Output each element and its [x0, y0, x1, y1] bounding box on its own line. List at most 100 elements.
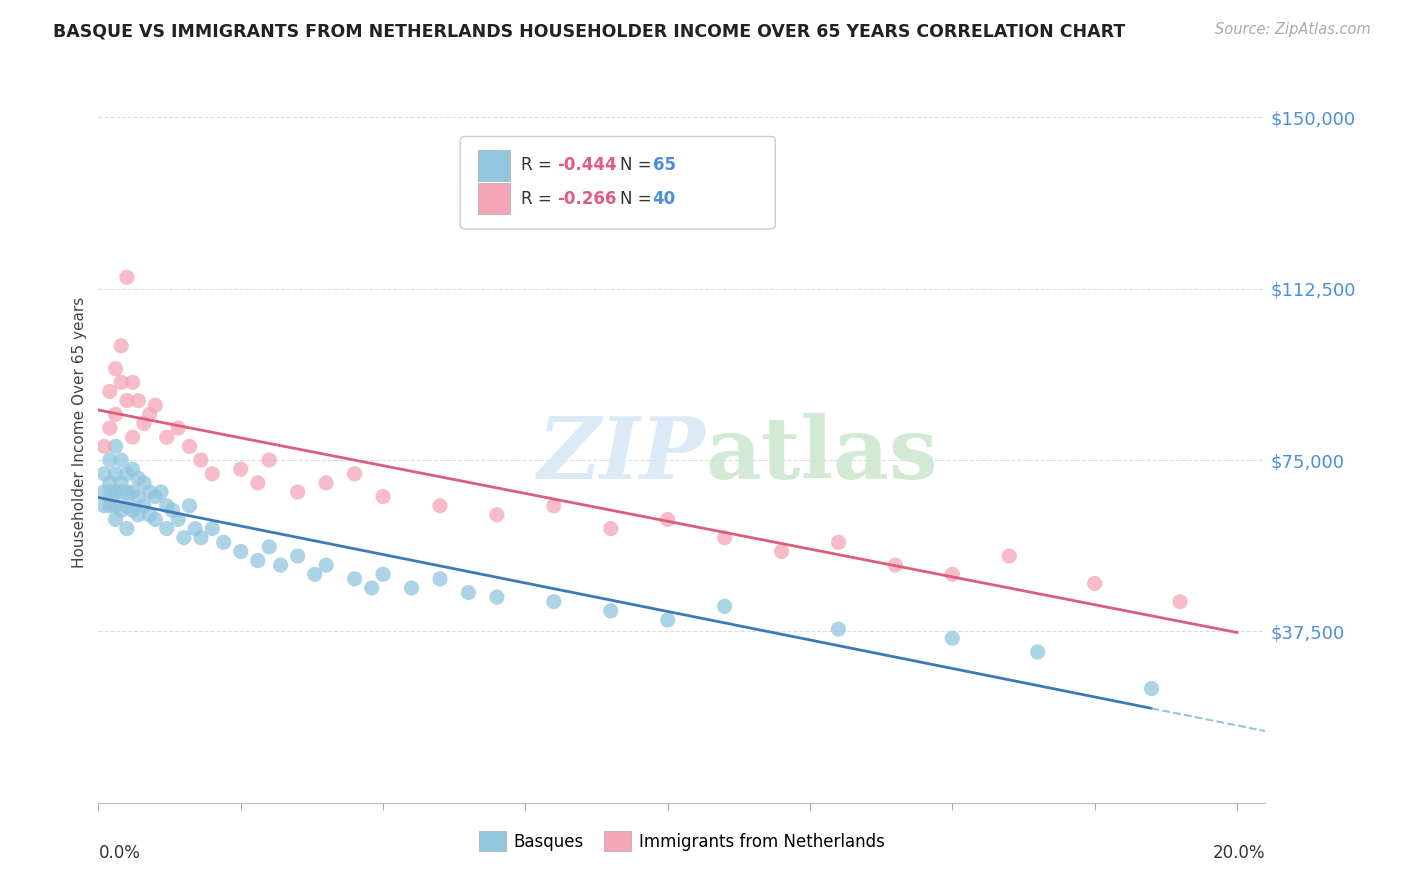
- Point: [167, 421, 190, 435]
- Point: [93, 467, 115, 481]
- Point: [93, 485, 115, 500]
- Text: atlas: atlas: [706, 413, 938, 497]
- Point: [173, 531, 195, 545]
- Point: [121, 430, 143, 444]
- Point: [343, 467, 366, 481]
- Point: [104, 512, 127, 526]
- Point: [884, 558, 907, 573]
- Point: [304, 567, 326, 582]
- Point: [941, 567, 963, 582]
- Text: R =: R =: [520, 190, 557, 208]
- Point: [429, 499, 451, 513]
- Point: [315, 558, 337, 573]
- Point: [770, 544, 793, 558]
- Legend: Basques, Immigrants from Netherlands: Basques, Immigrants from Netherlands: [472, 825, 891, 857]
- FancyBboxPatch shape: [478, 183, 510, 214]
- Point: [315, 475, 337, 490]
- Point: [121, 376, 143, 390]
- Point: [143, 490, 166, 504]
- Text: BASQUE VS IMMIGRANTS FROM NETHERLANDS HOUSEHOLDER INCOME OVER 65 YEARS CORRELATI: BASQUE VS IMMIGRANTS FROM NETHERLANDS HO…: [53, 22, 1126, 40]
- Point: [104, 467, 127, 481]
- Point: [127, 393, 149, 408]
- Point: [121, 503, 143, 517]
- Point: [104, 361, 127, 376]
- Point: [543, 595, 565, 609]
- Point: [179, 439, 201, 453]
- Point: [110, 376, 132, 390]
- Point: [156, 430, 179, 444]
- Point: [246, 553, 269, 567]
- Point: [657, 613, 679, 627]
- Point: [1084, 576, 1107, 591]
- Point: [127, 508, 149, 522]
- Point: [93, 439, 115, 453]
- Point: [93, 499, 115, 513]
- Point: [212, 535, 235, 549]
- Point: [179, 499, 201, 513]
- Point: [115, 522, 138, 536]
- Point: [371, 490, 394, 504]
- Point: [599, 604, 621, 618]
- Point: [257, 540, 280, 554]
- Point: [713, 599, 735, 614]
- Point: [143, 512, 166, 526]
- Point: [110, 475, 132, 490]
- Point: [343, 572, 366, 586]
- Point: [156, 499, 179, 513]
- Point: [115, 393, 138, 408]
- Text: N =: N =: [620, 155, 657, 174]
- Text: 20.0%: 20.0%: [1213, 844, 1265, 862]
- Text: 40: 40: [652, 190, 676, 208]
- Point: [104, 499, 127, 513]
- Text: 65: 65: [652, 155, 676, 174]
- Point: [162, 503, 184, 517]
- Text: R =: R =: [520, 155, 557, 174]
- Point: [143, 398, 166, 412]
- Point: [998, 549, 1021, 563]
- FancyBboxPatch shape: [460, 136, 775, 229]
- Point: [132, 499, 155, 513]
- Point: [121, 462, 143, 476]
- Point: [485, 508, 508, 522]
- Point: [401, 581, 423, 595]
- Text: ZIP: ZIP: [537, 413, 706, 497]
- Point: [110, 453, 132, 467]
- Point: [98, 453, 121, 467]
- Point: [190, 453, 212, 467]
- Point: [201, 467, 224, 481]
- Point: [371, 567, 394, 582]
- Point: [138, 408, 160, 422]
- Point: [287, 549, 309, 563]
- Point: [1140, 681, 1163, 696]
- Point: [599, 522, 621, 536]
- Point: [104, 408, 127, 422]
- Point: [132, 475, 155, 490]
- Point: [156, 522, 179, 536]
- Point: [167, 512, 190, 526]
- Point: [827, 535, 849, 549]
- Point: [150, 485, 173, 500]
- Point: [98, 421, 121, 435]
- Point: [827, 622, 849, 636]
- Point: [229, 462, 252, 476]
- Point: [98, 475, 121, 490]
- Point: [121, 485, 143, 500]
- Point: [257, 453, 280, 467]
- Point: [115, 467, 138, 481]
- Point: [98, 485, 121, 500]
- Point: [104, 485, 127, 500]
- Point: [201, 522, 224, 536]
- Point: [138, 508, 160, 522]
- Point: [657, 512, 679, 526]
- Point: [941, 632, 963, 646]
- Point: [98, 384, 121, 399]
- Point: [270, 558, 292, 573]
- Point: [184, 522, 207, 536]
- Point: [132, 417, 155, 431]
- Point: [360, 581, 382, 595]
- Point: [110, 485, 132, 500]
- Point: [1168, 595, 1191, 609]
- Y-axis label: Householder Income Over 65 years: Householder Income Over 65 years: [72, 297, 87, 568]
- FancyBboxPatch shape: [478, 150, 510, 181]
- Point: [138, 485, 160, 500]
